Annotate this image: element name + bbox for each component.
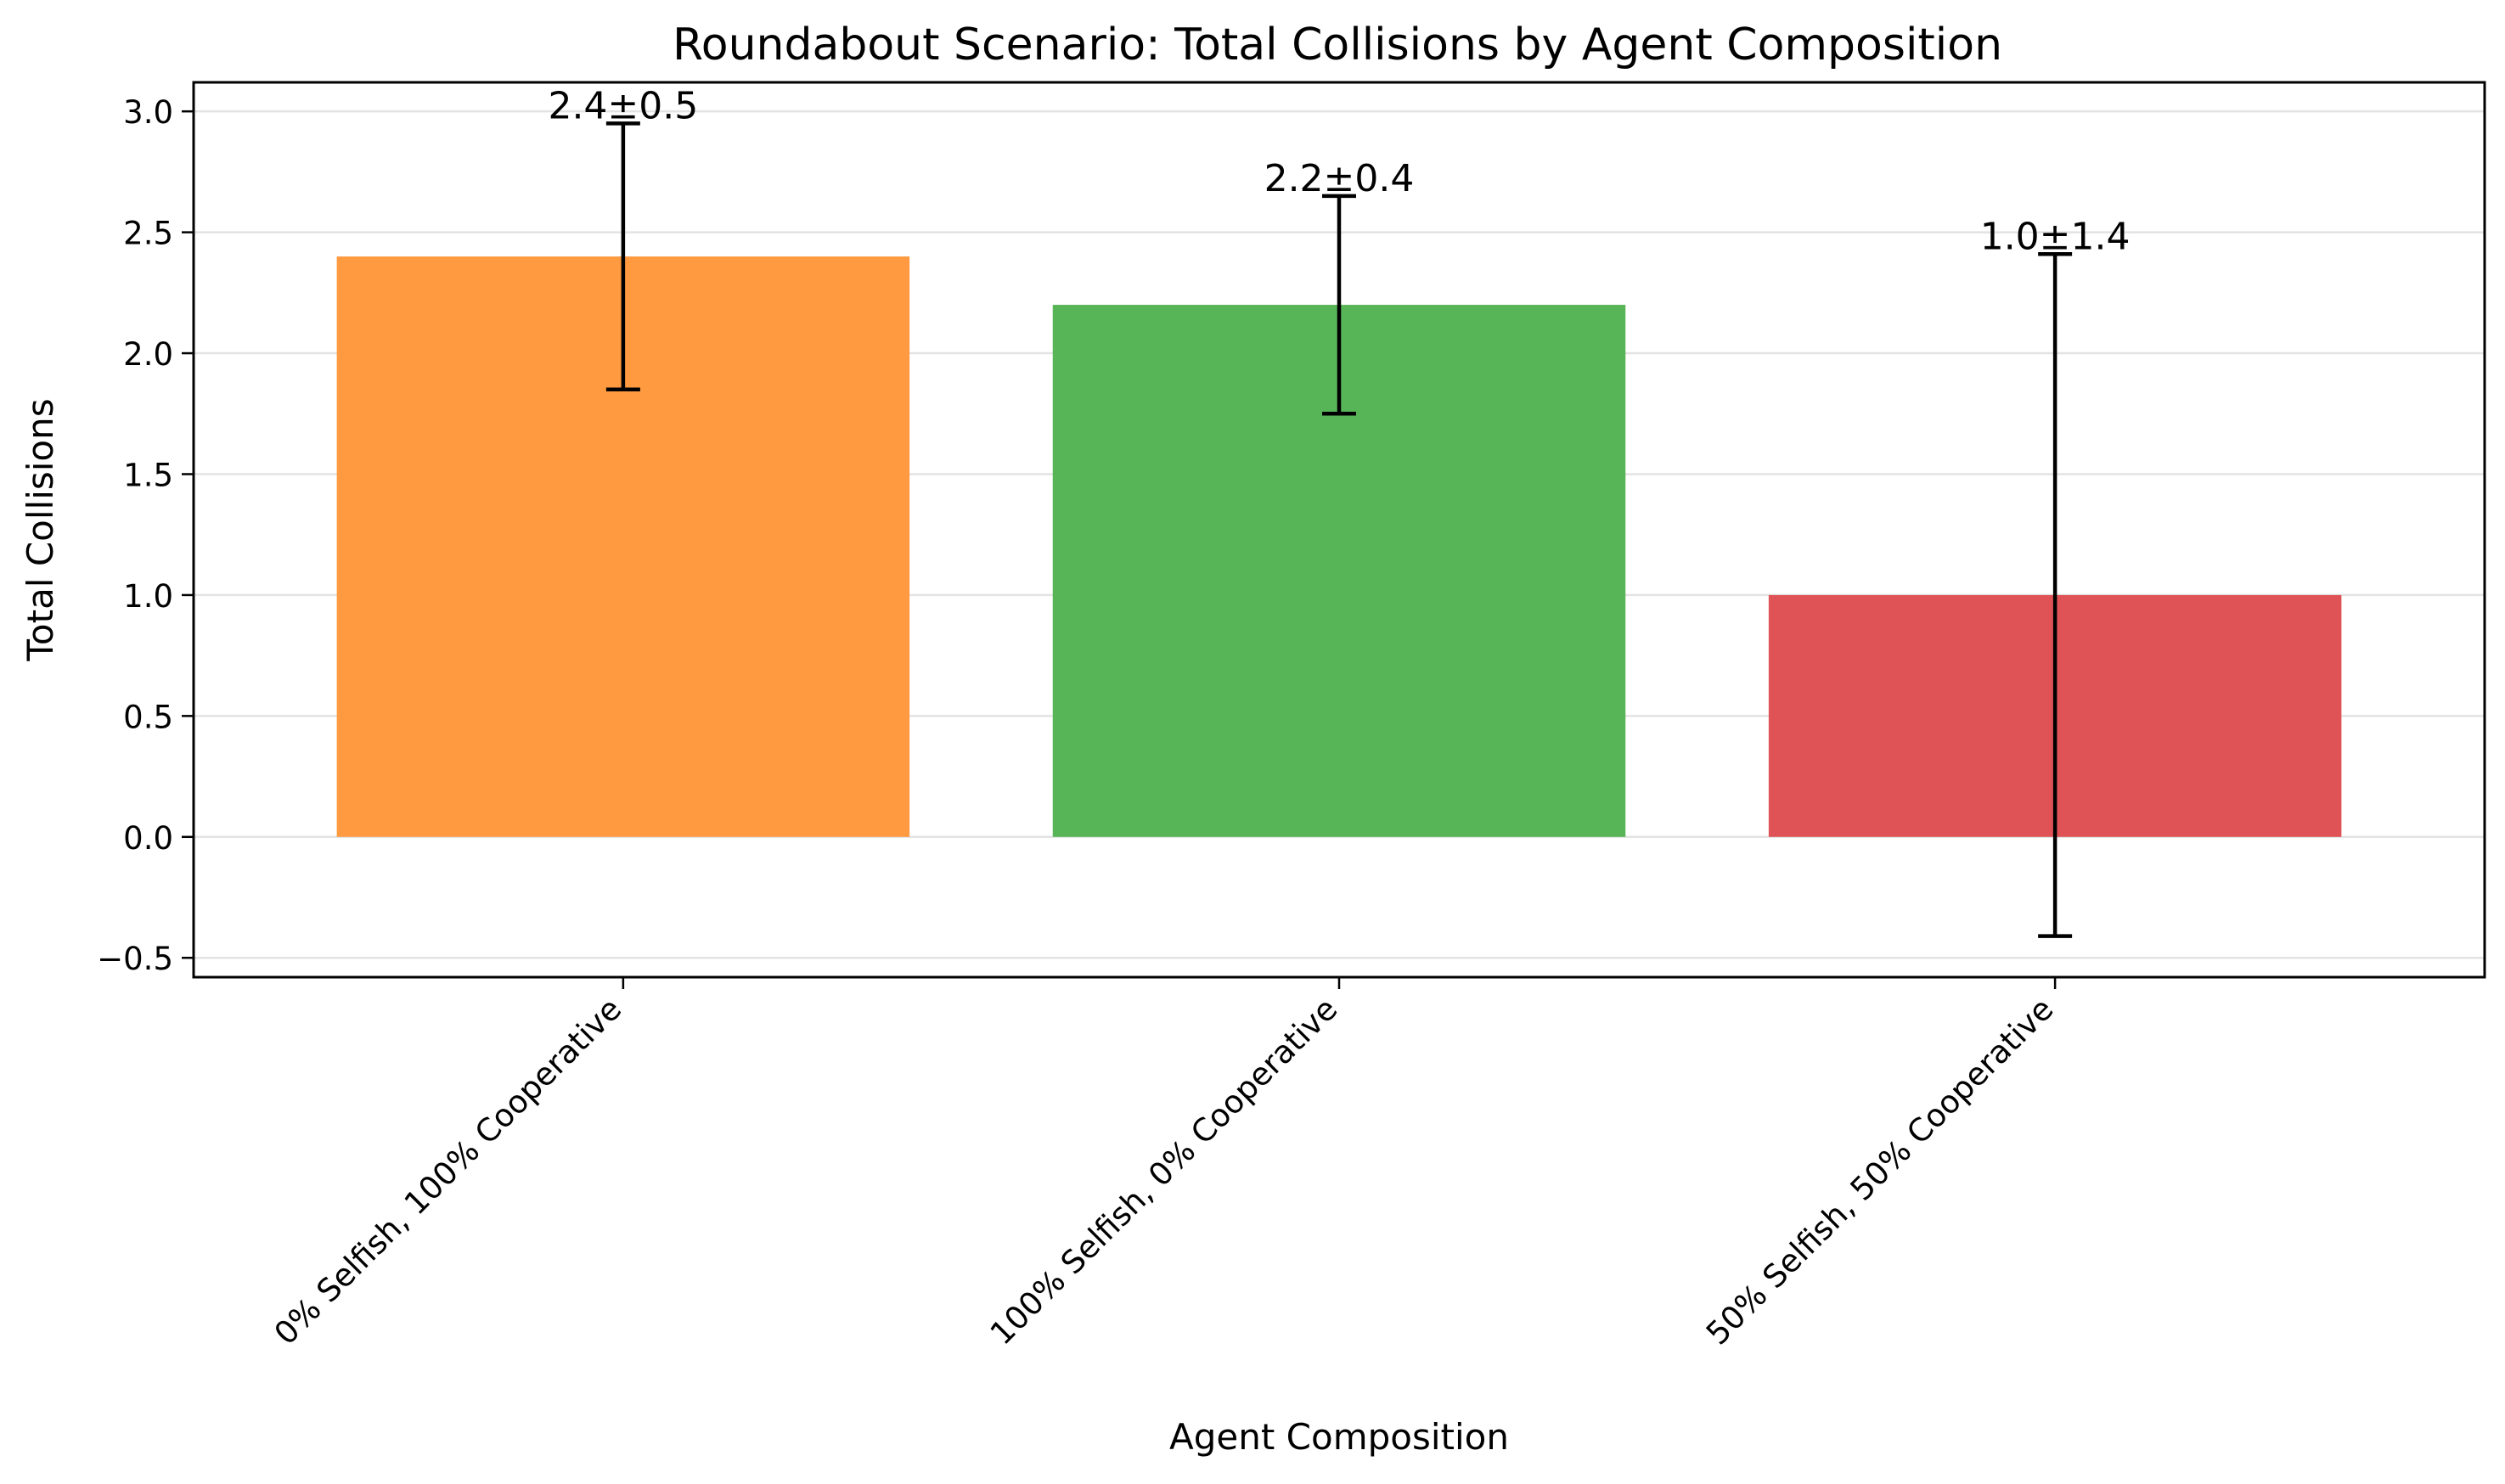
value-labels: 2.4±0.5 2.2±0.4 1.0±1.4 bbox=[548, 84, 2130, 258]
bars bbox=[336, 256, 2342, 837]
chart-title: Roundabout Scenario: Total Collisions by… bbox=[673, 20, 2002, 70]
value-label: 1.0±1.4 bbox=[1980, 215, 2131, 258]
y-axis: −0.5 0.0 0.5 1.0 1.5 2.0 2.5 3.0 bbox=[97, 94, 194, 977]
x-axis-label: Agent Composition bbox=[1169, 1416, 1509, 1458]
value-label: 2.4±0.5 bbox=[548, 84, 698, 127]
y-axis-label: Total Collisions bbox=[20, 398, 61, 661]
y-tick-label: 2.5 bbox=[123, 216, 173, 252]
y-tick-label: 0.0 bbox=[123, 820, 173, 857]
value-label: 2.2±0.4 bbox=[1264, 157, 1415, 200]
y-tick-label: 0.5 bbox=[123, 699, 173, 735]
y-tick-label: 2.0 bbox=[123, 336, 173, 373]
y-tick-label: −0.5 bbox=[97, 941, 173, 977]
y-tick-label: 3.0 bbox=[123, 94, 173, 131]
y-tick-label: 1.5 bbox=[123, 457, 173, 493]
y-tick-label: 1.0 bbox=[123, 578, 173, 615]
error-bars bbox=[605, 121, 2073, 938]
